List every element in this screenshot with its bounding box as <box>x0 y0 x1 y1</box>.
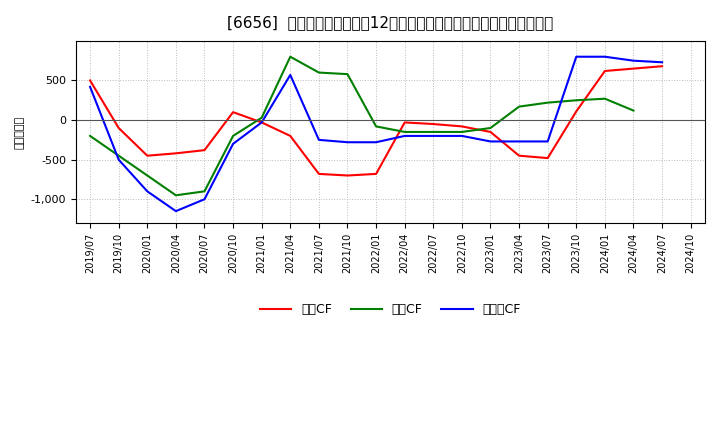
投資CF <box>229 133 238 139</box>
投資CF <box>86 133 94 139</box>
フリーCF <box>544 139 552 144</box>
フリーCF <box>515 139 523 144</box>
営業CF <box>229 110 238 115</box>
営業CF <box>515 153 523 158</box>
Line: フリーCF: フリーCF <box>90 57 662 211</box>
Title: [6656]  キャッシュフローの12か月移動合計の対前年同期増減額の推移: [6656] キャッシュフローの12か月移動合計の対前年同期増減額の推移 <box>228 15 554 30</box>
投資CF <box>486 125 495 131</box>
営業CF <box>86 78 94 83</box>
フリーCF <box>400 133 409 139</box>
投資CF <box>315 70 323 75</box>
フリーCF <box>200 197 209 202</box>
営業CF <box>572 109 580 114</box>
フリーCF <box>143 189 152 194</box>
営業CF <box>257 120 266 125</box>
Legend: 営業CF, 投資CF, フリーCF: 営業CF, 投資CF, フリーCF <box>255 298 526 322</box>
営業CF <box>544 155 552 161</box>
投資CF <box>458 129 467 135</box>
営業CF <box>429 121 438 127</box>
営業CF <box>343 173 352 178</box>
投資CF <box>171 193 180 198</box>
投資CF <box>544 100 552 105</box>
投資CF <box>257 115 266 120</box>
フリーCF <box>343 139 352 145</box>
営業CF <box>486 129 495 135</box>
フリーCF <box>229 141 238 147</box>
フリーCF <box>600 54 609 59</box>
投資CF <box>629 108 638 113</box>
投資CF <box>372 124 380 129</box>
フリーCF <box>114 157 123 162</box>
投資CF <box>200 189 209 194</box>
フリーCF <box>572 54 580 59</box>
営業CF <box>372 171 380 176</box>
営業CF <box>114 125 123 131</box>
Line: 営業CF: 営業CF <box>90 66 662 176</box>
営業CF <box>629 66 638 71</box>
フリーCF <box>315 137 323 143</box>
投資CF <box>343 72 352 77</box>
投資CF <box>572 98 580 103</box>
フリーCF <box>171 209 180 214</box>
営業CF <box>286 133 294 139</box>
フリーCF <box>372 139 380 145</box>
フリーCF <box>286 72 294 77</box>
フリーCF <box>429 133 438 139</box>
Line: 投資CF: 投資CF <box>90 57 634 195</box>
投資CF <box>400 129 409 135</box>
営業CF <box>200 147 209 153</box>
フリーCF <box>257 120 266 125</box>
投資CF <box>600 96 609 101</box>
営業CF <box>600 68 609 73</box>
営業CF <box>400 120 409 125</box>
営業CF <box>315 171 323 176</box>
営業CF <box>658 64 667 69</box>
投資CF <box>143 173 152 178</box>
投資CF <box>286 54 294 59</box>
営業CF <box>458 124 467 129</box>
フリーCF <box>86 84 94 89</box>
フリーCF <box>629 58 638 63</box>
フリーCF <box>486 139 495 144</box>
営業CF <box>171 150 180 156</box>
投資CF <box>429 129 438 135</box>
フリーCF <box>658 60 667 65</box>
投資CF <box>515 104 523 109</box>
投資CF <box>114 153 123 158</box>
フリーCF <box>458 133 467 139</box>
営業CF <box>143 153 152 158</box>
Y-axis label: （百万円）: （百万円） <box>15 115 25 149</box>
